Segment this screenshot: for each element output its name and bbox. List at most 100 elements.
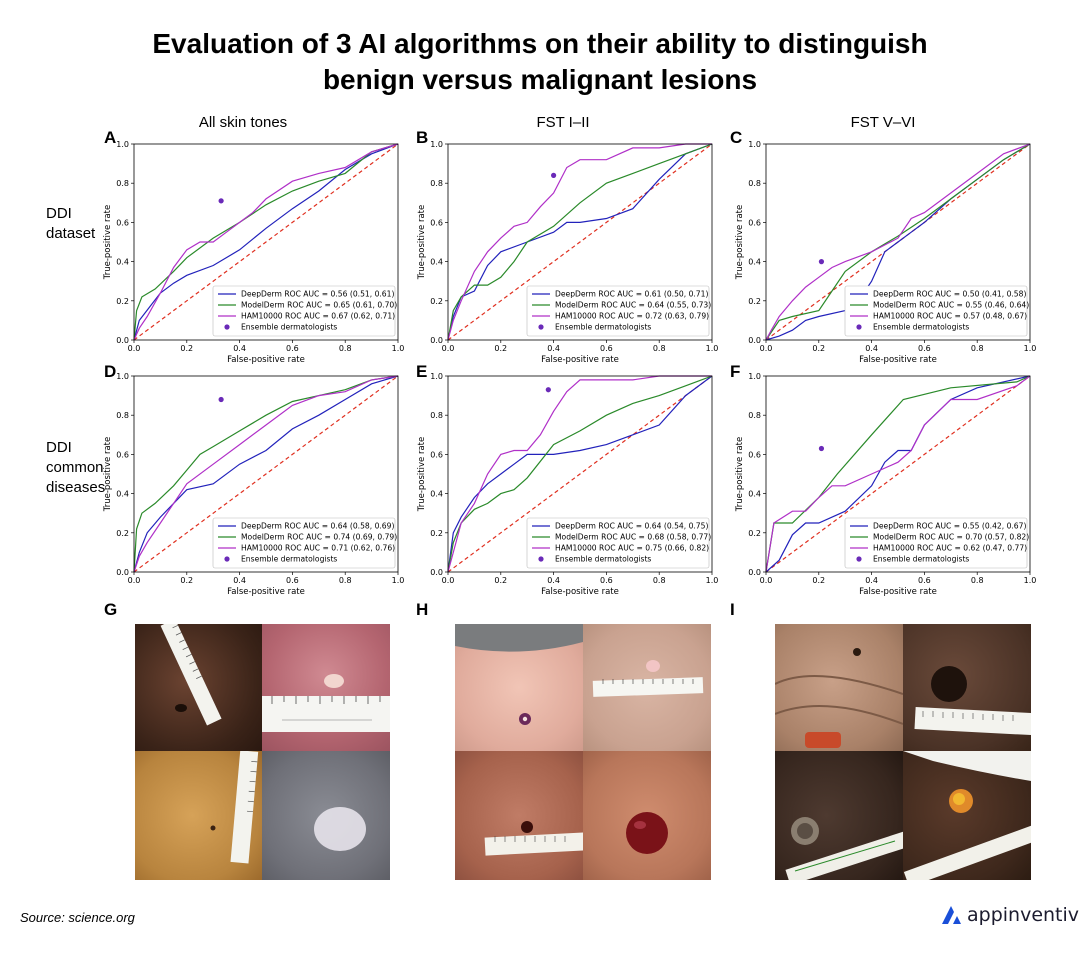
lesion-photo-h2-detail: [592, 660, 704, 697]
legend-label: Ensemble dermatologists: [555, 555, 651, 564]
brand-logo-icon: [942, 906, 961, 924]
column-title-fst-1-2: FST I–II: [536, 114, 590, 131]
source-note: Source: science.org: [20, 910, 135, 925]
ensemble-point: [818, 445, 825, 452]
chance-diagonal: [133, 375, 399, 573]
y-tick-label: 0.8: [748, 411, 761, 420]
legend-label: DeepDerm ROC AUC = 0.56 (0.51, 0.61): [241, 290, 394, 299]
y-tick-label: 0.2: [430, 297, 443, 306]
legend-label: HAM10000 ROC AUC = 0.71 (0.62, 0.76): [241, 544, 395, 553]
row-label-ddi-common: DDI common diseases: [46, 438, 105, 498]
lesion-photo-g2: [262, 624, 390, 751]
ensemble-point: [818, 259, 825, 265]
lesion-photo-i2-detail: [914, 666, 1031, 736]
x-tick-label: 0.2: [494, 576, 507, 585]
panel-letter-b: B: [416, 128, 429, 147]
ensemble-point: [551, 172, 557, 178]
legend-label: ModelDerm ROC AUC = 0.68 (0.58, 0.77): [555, 533, 711, 542]
plot-frame: [765, 375, 1031, 573]
legend-box: [526, 517, 710, 569]
y-tick-label: 0.2: [748, 529, 761, 538]
legend-box: [526, 285, 710, 337]
x-tick-label: 0.8: [339, 576, 352, 585]
legend-marker: [538, 556, 544, 562]
x-axis-label: False-positive rate: [859, 355, 937, 365]
y-tick-label: 1.0: [430, 372, 443, 381]
lesion-photo-h2: [583, 624, 711, 751]
chance-diagonal: [447, 143, 713, 341]
x-tick-label: 0.4: [865, 344, 878, 353]
y-axis-label: True-positive rate: [103, 205, 113, 280]
y-tick-label: 0.0: [116, 568, 129, 577]
legend-label: DeepDerm ROC AUC = 0.50 (0.41, 0.58): [873, 290, 1026, 299]
x-axis-label: False-positive rate: [227, 587, 305, 597]
y-tick-label: 0.0: [430, 568, 443, 577]
roc-curve-0: [447, 375, 713, 573]
roc-chart-e: 0.0 0.2 0.4 0.6 0.8 1.0 0.0 0.2 0.4 0.6 0.8 1.0 Fals…: [417, 372, 718, 597]
lesion-photo-h3-detail: [484, 821, 583, 856]
panel-letter-f: F: [730, 362, 741, 381]
brand-name: appinventiv: [967, 904, 1080, 926]
legend-label: ModelDerm ROC AUC = 0.65 (0.61, 0.70): [241, 301, 397, 310]
roc-curve-1: [447, 375, 713, 573]
lesion-photo-i4-detail: [903, 751, 1031, 880]
x-tick-label: 1.0: [392, 576, 405, 585]
lesion-photo-g1: [135, 624, 262, 751]
y-tick-label: 0.8: [430, 411, 443, 420]
x-tick-label: 0.8: [653, 344, 666, 353]
chance-diagonal: [765, 375, 1031, 573]
legend-label: Ensemble dermatologists: [241, 323, 337, 332]
y-tick-label: 0.0: [430, 336, 443, 345]
lesion-photo-h3: [455, 751, 583, 880]
legend-marker: [856, 556, 862, 562]
roc-curve-2: [765, 375, 1031, 573]
y-tick-label: 0.2: [430, 529, 443, 538]
x-tick-label: 0.6: [918, 576, 931, 585]
y-tick-label: 0.8: [430, 179, 443, 188]
plot-frame: [447, 143, 713, 341]
roc-chart-d: 0.0 0.2 0.4 0.6 0.8 1.0 0.0 0.2 0.4 0.6 0.8 1.0 Fals…: [103, 372, 405, 597]
legend-label: ModelDerm ROC AUC = 0.70 (0.57, 0.82): [873, 533, 1029, 542]
roc-curve-2: [133, 143, 399, 341]
lesion-photo-g3-detail: [210, 751, 259, 864]
x-tick-label: 0.2: [494, 344, 507, 353]
legend-label: ModelDerm ROC AUC = 0.55 (0.46, 0.64): [873, 301, 1029, 310]
y-tick-label: 1.0: [748, 140, 761, 149]
roc-curve-2: [133, 375, 399, 573]
lesion-photo-i4: [903, 751, 1031, 880]
x-tick-label: 0.6: [286, 344, 299, 353]
x-axis-label: False-positive rate: [541, 355, 619, 365]
legend-label: ModelDerm ROC AUC = 0.74 (0.69, 0.79): [241, 533, 397, 542]
y-tick-label: 0.6: [430, 450, 443, 459]
legend-label: Ensemble dermatologists: [873, 555, 969, 564]
roc-curve-1: [133, 143, 399, 341]
lesion-photo-h4-detail: [626, 812, 668, 854]
x-tick-label: 0.4: [547, 344, 560, 353]
y-axis-label: True-positive rate: [417, 205, 427, 280]
legend-box: [212, 285, 396, 337]
lesion-photo-i3: [775, 751, 903, 880]
roc-curve-1: [765, 375, 1031, 573]
lesion-photo-i1-detail: [775, 648, 903, 748]
lesion-photo-i3-detail: [785, 817, 903, 880]
x-tick-label: 0.4: [233, 344, 246, 353]
lesion-photo-g4-detail: [314, 807, 366, 851]
x-tick-label: 0.2: [812, 344, 825, 353]
lesion-photo-g1-detail: [160, 624, 222, 726]
roc-curve-1: [133, 375, 399, 573]
row-label-line: dataset: [46, 225, 96, 242]
x-tick-label: 0.2: [180, 344, 193, 353]
y-tick-label: 0.6: [748, 218, 761, 227]
legend-label: Ensemble dermatologists: [873, 323, 969, 332]
legend-label: Ensemble dermatologists: [555, 323, 651, 332]
y-tick-label: 1.0: [116, 372, 129, 381]
x-tick-label: 0.0: [760, 576, 773, 585]
x-tick-label: 1.0: [706, 344, 719, 353]
x-tick-label: 0.6: [918, 344, 931, 353]
y-tick-label: 0.0: [748, 568, 761, 577]
roc-curve-2: [447, 375, 712, 573]
y-tick-label: 0.2: [116, 529, 129, 538]
legend-label: DeepDerm ROC AUC = 0.64 (0.58, 0.69): [241, 522, 394, 531]
roc-curve-1: [447, 143, 713, 341]
panel-letter-a: A: [104, 128, 117, 147]
